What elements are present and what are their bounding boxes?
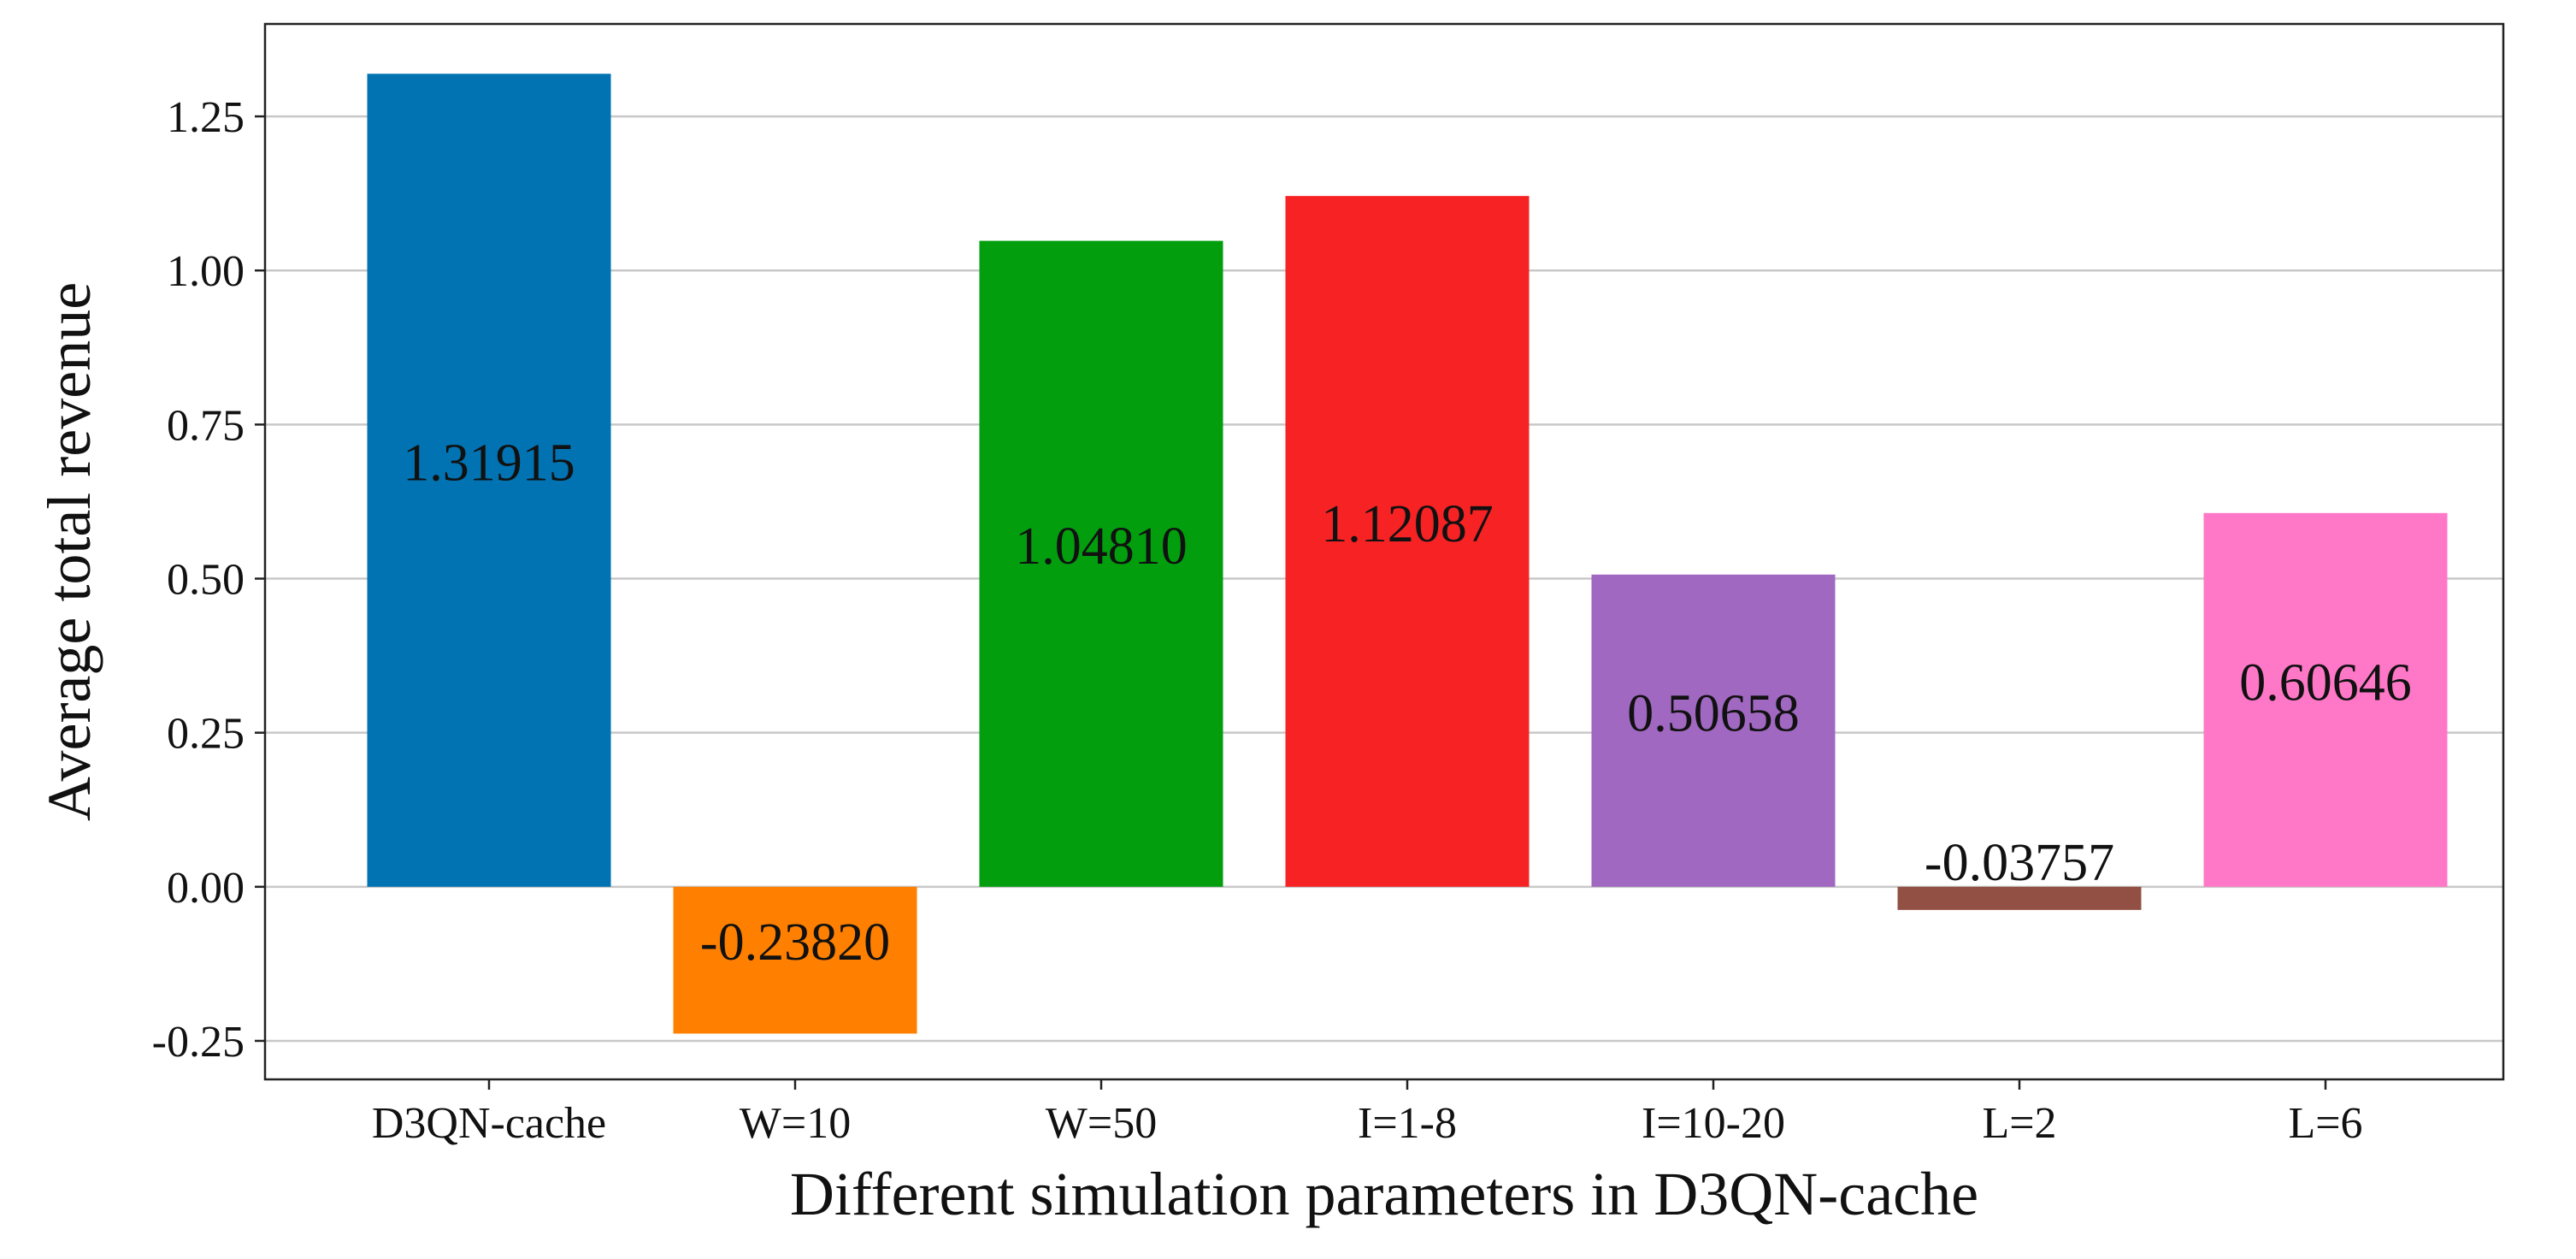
y-tick-label: -0.25 <box>152 1018 245 1067</box>
y-axis-title: Average total revenue <box>35 282 103 821</box>
x-tick-label: I=10-20 <box>1642 1099 1785 1148</box>
bar-value-label: 0.60646 <box>2239 653 2412 712</box>
y-tick-label: 0.50 <box>167 556 245 605</box>
bar-value-label: 1.31915 <box>403 434 575 493</box>
x-tick-label: D3QN-cache <box>372 1099 606 1148</box>
y-tick-label: 0.00 <box>167 864 245 913</box>
y-tick-label: 0.75 <box>167 401 245 450</box>
x-tick-label: W=10 <box>740 1099 851 1148</box>
x-tick-label: L=2 <box>1982 1099 2056 1148</box>
bar-i-1-8 <box>1285 196 1530 887</box>
y-axis-ticks: -0.25 0.00 0.25 0.50 0.75 1.00 1.25 <box>152 93 265 1067</box>
bar-value-label: -0.03757 <box>1925 834 2114 892</box>
bar-l-6 <box>2203 512 2448 887</box>
bar-value-label: 1.12087 <box>1321 495 1494 553</box>
bars <box>367 74 2448 1034</box>
bar-value-label: -0.23820 <box>700 913 890 972</box>
bar-value-label: 0.50658 <box>1627 684 1800 742</box>
y-tick-label: 1.00 <box>167 247 245 296</box>
x-tick-label: L=6 <box>2288 1099 2362 1148</box>
bar-value-label: 1.04810 <box>1015 517 1188 576</box>
bar-w-10 <box>673 886 917 1034</box>
x-axis-title: Different simulation parameters in D3QN-… <box>790 1160 1978 1228</box>
bar-value-labels: 1.31915 -0.23820 1.04810 1.12087 0.50658 -0.0… <box>403 434 2412 972</box>
bar-w-50 <box>979 240 1223 887</box>
x-axis-ticks: D3QN-cache W=10 W=50 I=1-8 I=10-20 L=2 L=6 <box>372 1079 2363 1148</box>
x-tick-label: I=1-8 <box>1358 1099 1457 1148</box>
y-tick-label: 0.25 <box>167 710 245 759</box>
plot-frame <box>263 22 2505 1081</box>
bar-d3qn-cache <box>367 74 611 887</box>
x-tick-label: W=50 <box>1046 1099 1157 1148</box>
bar-i-10-20 <box>1591 574 1836 887</box>
y-tick-label: 1.25 <box>167 93 245 142</box>
bar-l-2 <box>1897 886 2142 910</box>
